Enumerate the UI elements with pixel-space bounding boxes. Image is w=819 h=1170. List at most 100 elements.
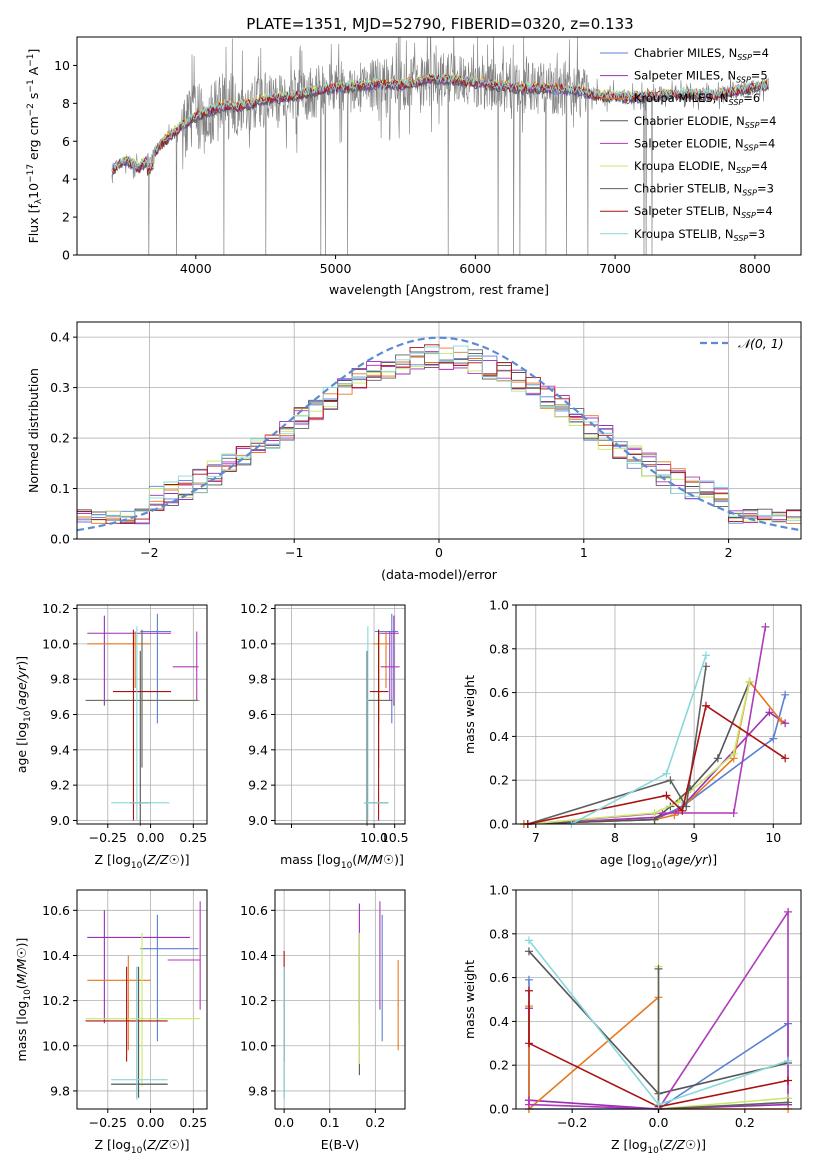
- y-tick-label: 0.4: [489, 729, 509, 744]
- mass-weight-line: [523, 694, 786, 825]
- x-tick-label: 0.00: [137, 830, 165, 845]
- y-tick-label: 9.6: [50, 707, 70, 722]
- y-tick-label: 9.0: [248, 813, 268, 828]
- mass-weight-marker: [674, 798, 683, 807]
- x-tick-label: 0.1: [320, 1115, 340, 1130]
- x-axis-label: (data-model)/error: [381, 567, 498, 582]
- mass-weight-marker: [650, 809, 659, 818]
- mass-weight-marker: [781, 690, 790, 699]
- legend-entry: Kroupa STELIB, NSSP=3: [634, 227, 765, 243]
- x-tick-label: 0.0: [649, 1115, 669, 1130]
- mass-weight-marker: [524, 986, 533, 995]
- legend-entry: Chabrier MILES, NSSP=4: [634, 46, 769, 62]
- x-tick-label: 9: [690, 830, 698, 845]
- mass-weight-line: [657, 966, 789, 1110]
- y-axis-label: mass weight: [462, 960, 477, 1039]
- x-tick-label: −0.25: [89, 1115, 127, 1130]
- legend-entry: 𝒩(0, 1): [738, 336, 784, 351]
- y-tick-label: 10.6: [240, 903, 268, 918]
- mass-weight-line: [528, 990, 789, 1108]
- y-tick-label: 9.8: [50, 672, 70, 687]
- mass-weight-marker: [729, 749, 738, 758]
- mass-weight-marker: [524, 936, 533, 945]
- mass-weight-marker: [666, 776, 675, 785]
- mass-vs-Z-chart: −0.25 0.00 0.25 9.8 10.0 10.2 10.4 10.6 Z [log10…: [14, 889, 208, 1156]
- x-axis-label: Z [log10(Z/Z☉)]: [94, 1137, 189, 1156]
- axes-frame: [76, 889, 208, 1110]
- mass-weight-marker: [777, 717, 786, 726]
- figure-title: PLATE=1351, MJD=52790, FIBERID=0320, z=0…: [246, 15, 633, 33]
- x-tick-label: 1: [580, 545, 588, 560]
- spectrum-chart: 4000 5000 6000 7000 8000 0 2 4 6 8 10 wavelength [A…: [26, 36, 802, 297]
- x-tick-label: 0.25: [179, 1115, 207, 1130]
- x-tick-label: 4000: [180, 261, 212, 276]
- mass-weight-marker: [745, 677, 754, 686]
- mass-weight-marker: [765, 708, 774, 717]
- x-tick-label: 0.2: [735, 1115, 755, 1130]
- y-tick-label: 0.8: [489, 641, 509, 656]
- legend-entry: Kroupa ELODIE, NSSP=4: [634, 159, 768, 175]
- mass-weight-line: [527, 704, 786, 825]
- legend-entry: Kroupa MILES, NSSP=6: [634, 91, 760, 107]
- y-tick-label: 1.0: [489, 598, 509, 613]
- x-tick-label: 6000: [459, 261, 491, 276]
- y-tick-label: 0.0: [50, 532, 70, 547]
- x-tick-label: 8000: [739, 261, 771, 276]
- y-tick-label: 9.2: [50, 778, 70, 793]
- x-axis-label: Z [log10(Z/Z☉)]: [611, 1137, 706, 1156]
- mass-vs-EBV-chart: 0.0 0.1 0.2 9.8 10.0 10.2 10.4 10.6 E(B-V): [240, 889, 406, 1152]
- x-axis-label: E(B-V): [321, 1137, 360, 1152]
- y-tick-label: 0.1: [50, 481, 70, 496]
- y-tick-label: 9.0: [50, 813, 70, 828]
- legend-entry: Chabrier ELODIE, NSSP=4: [634, 114, 776, 130]
- mass-weight-marker: [784, 1076, 793, 1085]
- massweight-vs-Z-chart: −0.2 0.0 0.2 0.0 0.2 0.4 0.6 0.8 1.0 mass weight Z…: [462, 883, 802, 1156]
- y-tick-label: 0.4: [50, 330, 70, 345]
- legend-entry: Salpeter MILES, NSSP=5: [634, 69, 768, 85]
- mass-weight-line: [527, 626, 767, 825]
- axes-frame: [515, 604, 802, 825]
- normal-curve: [77, 336, 801, 532]
- y-tick-label: 9.8: [248, 672, 268, 687]
- y-tick-label: 0.0: [489, 1102, 509, 1117]
- x-tick-label: 7000: [599, 261, 631, 276]
- x-axis-label: wavelength [Angstrom, rest frame]: [329, 282, 549, 297]
- y-tick-label: 9.2: [248, 778, 268, 793]
- x-tick-label: 10.5: [381, 830, 409, 845]
- model-spectrum-kroupa-stelib: [111, 72, 769, 171]
- y-axis-label: mass [log10(M/M☉)]: [14, 938, 33, 1062]
- mass-weight-line: [527, 681, 751, 825]
- mass-weight-marker: [761, 622, 770, 631]
- spectrum-plot-area: [111, 37, 769, 255]
- y-tick-label: 9.4: [248, 742, 268, 757]
- y-axis-label: Flux [fλ10−17 erg cm−2 s−1 A−1]: [26, 49, 44, 244]
- mass-weight-line: [527, 711, 786, 825]
- x-tick-label: −2: [140, 545, 158, 560]
- x-axis-label: age [log10(age/yr)]: [600, 852, 717, 871]
- x-axis-label: mass [log10(M/M☉)]: [280, 852, 404, 871]
- y-tick-label: 6: [62, 134, 70, 149]
- y-tick-label: 0.6: [489, 970, 509, 985]
- x-tick-label: 7: [532, 830, 540, 845]
- mass-weight-marker: [524, 947, 533, 956]
- y-tick-label: 10: [54, 58, 70, 73]
- y-tick-label: 0.2: [489, 773, 509, 788]
- histogram-series: [77, 345, 801, 523]
- y-tick-label: 10.4: [42, 948, 70, 963]
- y-tick-label: 4: [62, 172, 70, 187]
- x-tick-label: 5000: [320, 261, 352, 276]
- model-spectrum-chabrier-stelib: [111, 75, 769, 177]
- legend-entry: Chabrier STELIB, NSSP=3: [634, 182, 774, 198]
- mass-weight-marker: [654, 1100, 663, 1109]
- mass-weight-marker: [524, 1100, 533, 1109]
- y-tick-label: 10.0: [42, 1038, 70, 1053]
- y-tick-label: 10.0: [42, 636, 70, 651]
- y-tick-label: 10.0: [240, 636, 268, 651]
- y-tick-label: 0.2: [489, 1058, 509, 1073]
- y-tick-label: 0.4: [489, 1014, 509, 1029]
- x-tick-label: 8: [611, 830, 619, 845]
- mass-weight-marker: [662, 791, 671, 800]
- mass-weight-marker: [524, 975, 533, 984]
